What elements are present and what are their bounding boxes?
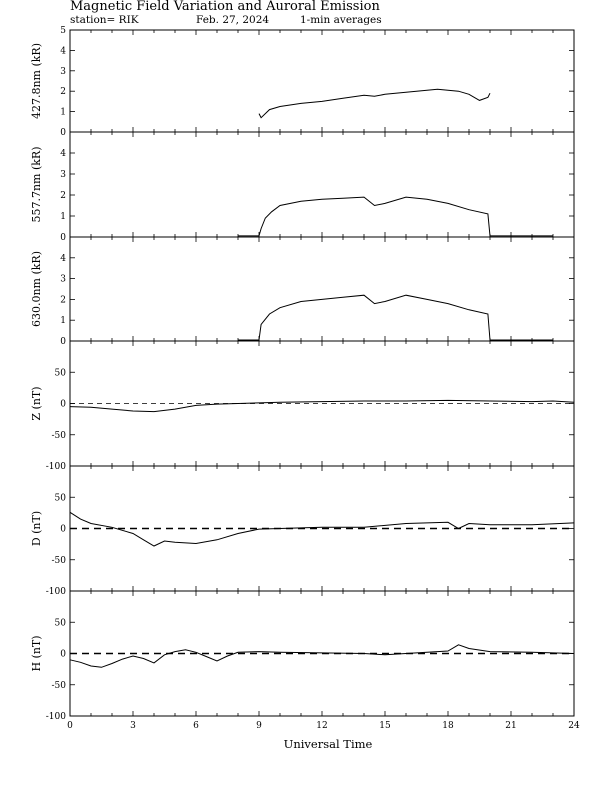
panel-frame-3 — [69, 236, 575, 342]
x-tick-label: 24 — [568, 721, 580, 731]
y-axis-label-1: 427.8nm (kR) — [30, 43, 43, 119]
station-label: station= RIK — [70, 14, 139, 26]
y-tick-label: 1 — [60, 316, 66, 326]
y-axis-label-6: H (nT) — [30, 635, 43, 671]
x-tick-label: 18 — [442, 721, 454, 731]
x-tick-label: 0 — [67, 721, 73, 731]
panel-frame-1 — [69, 29, 575, 133]
figure-title: Magnetic Field Variation and Auroral Emi… — [70, 0, 380, 14]
y-tick-label: 5 — [60, 26, 66, 36]
x-tick-label: 9 — [256, 721, 262, 731]
y-tick-label: 50 — [55, 618, 67, 628]
x-tick-label: 6 — [193, 721, 199, 731]
series-line-1 — [258, 88, 491, 119]
y-axis-label-3: 630.0nm (kR) — [30, 251, 43, 327]
y-tick-label: -50 — [52, 431, 67, 441]
y-tick-label: 1 — [60, 212, 66, 222]
y-tick-label: -100 — [46, 712, 66, 722]
series-line-4 — [69, 399, 575, 413]
x-axis-label: Universal Time — [284, 737, 373, 751]
panel-frame-2 — [69, 131, 575, 238]
y-tick-label: 3 — [60, 67, 66, 77]
y-tick-label: 0 — [60, 337, 66, 347]
x-tick-label: 21 — [505, 721, 516, 731]
y-tick-label: 2 — [60, 295, 66, 305]
y-tick-label: 3 — [60, 275, 66, 285]
averaging-label: 1-min averages — [300, 14, 382, 26]
series-line-6 — [69, 644, 575, 668]
y-tick-label: 0 — [60, 525, 66, 535]
y-tick-label: 1 — [60, 108, 66, 118]
y-tick-label: 0 — [60, 650, 66, 660]
y-tick-label: 2 — [60, 87, 66, 97]
y-tick-label: -50 — [52, 681, 67, 691]
y-tick-label: 0 — [60, 400, 66, 410]
series-line-5 — [69, 511, 575, 547]
y-tick-label: 50 — [55, 493, 67, 503]
date-label: Feb. 27, 2024 — [196, 14, 269, 26]
y-axis-label-5: D (nT) — [30, 511, 43, 546]
series-line-3 — [238, 294, 553, 341]
series-line-2 — [238, 196, 553, 237]
y-tick-label: 3 — [60, 170, 66, 180]
y-tick-label: 4 — [60, 149, 66, 159]
y-axis-label-2: 557.7nm (kR) — [30, 146, 43, 222]
y-tick-label: 0 — [60, 233, 66, 243]
x-tick-label: 12 — [316, 721, 327, 731]
y-tick-label: 4 — [60, 46, 66, 56]
y-tick-label: -100 — [46, 462, 66, 472]
y-tick-label: 0 — [60, 128, 66, 138]
y-tick-label: -50 — [52, 556, 67, 566]
y-tick-label: 50 — [55, 368, 67, 378]
y-tick-label: 2 — [60, 191, 66, 201]
y-axis-label-4: Z (nT) — [30, 386, 43, 420]
x-tick-label: 3 — [130, 721, 136, 731]
y-tick-label: -100 — [46, 587, 66, 597]
y-tick-label: 4 — [60, 254, 66, 264]
x-tick-label: 15 — [379, 721, 391, 731]
